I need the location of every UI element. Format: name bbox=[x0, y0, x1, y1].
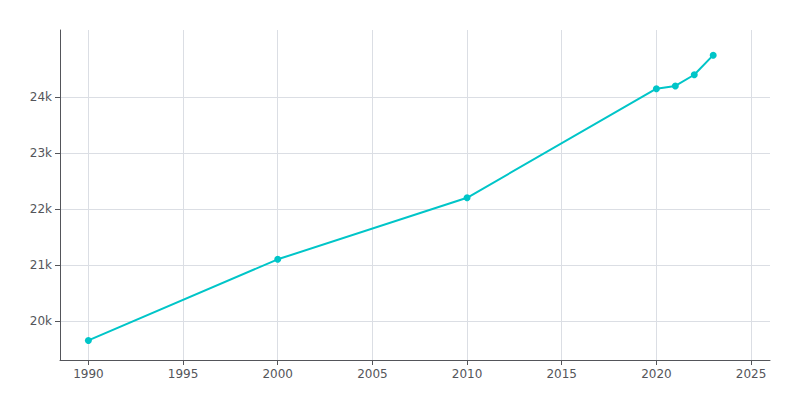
svg-text:21k: 21k bbox=[30, 258, 52, 272]
svg-text:2015: 2015 bbox=[546, 367, 577, 381]
svg-text:22k: 22k bbox=[30, 202, 52, 216]
svg-text:1995: 1995 bbox=[168, 367, 199, 381]
svg-text:2025: 2025 bbox=[736, 367, 767, 381]
svg-text:2010: 2010 bbox=[452, 367, 483, 381]
svg-text:20k: 20k bbox=[30, 314, 52, 328]
svg-text:2005: 2005 bbox=[357, 367, 388, 381]
svg-text:2000: 2000 bbox=[262, 367, 293, 381]
svg-text:2020: 2020 bbox=[641, 367, 672, 381]
svg-text:24k: 24k bbox=[30, 90, 52, 104]
svg-text:1990: 1990 bbox=[73, 367, 104, 381]
svg-text:23k: 23k bbox=[30, 146, 52, 160]
